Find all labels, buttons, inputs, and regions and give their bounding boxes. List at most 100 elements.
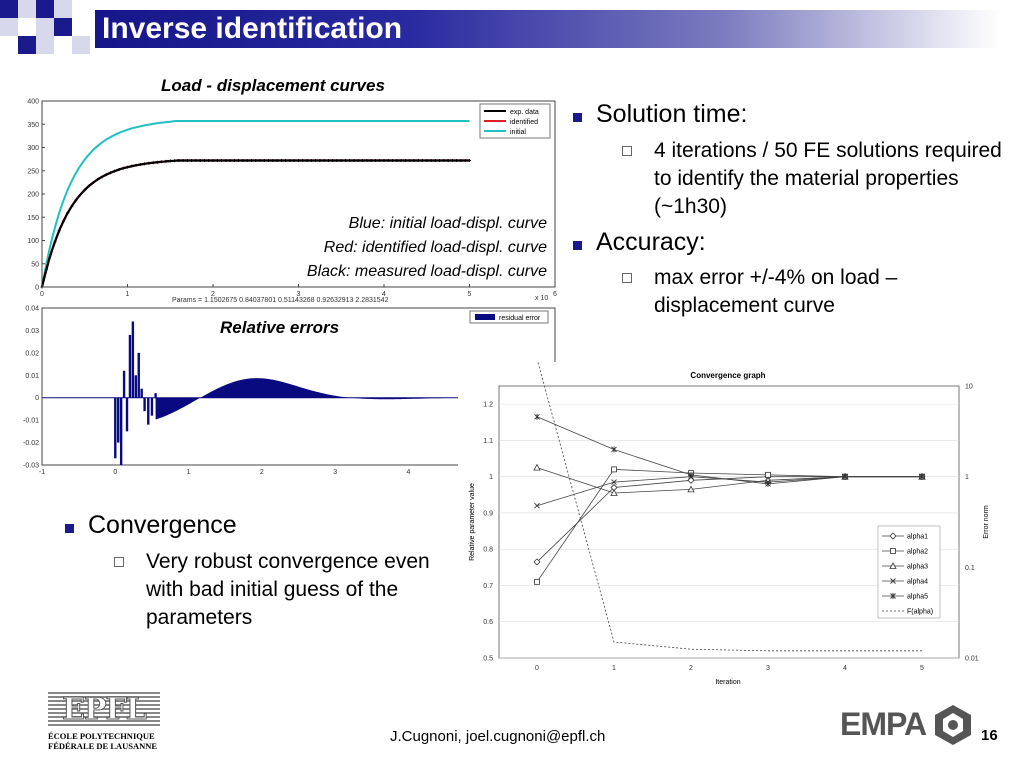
exp-data-point	[249, 159, 253, 163]
exp-data-point	[207, 159, 211, 163]
bullet-marker	[573, 241, 582, 251]
convergence-legend: alpha1 alpha2 alpha3 alpha4 alpha5 F(alpha)	[877, 525, 941, 619]
ld-x-tick: 3	[297, 291, 301, 298]
cv-y-tick: 0.8	[483, 547, 493, 554]
header-square	[36, 0, 54, 18]
accuracy-label: Accuracy:	[596, 228, 706, 256]
convergence-label: Convergence	[88, 511, 237, 539]
empa-emblem-icon	[935, 705, 971, 745]
residual-bar	[114, 397, 117, 459]
exp-data-point	[335, 159, 339, 163]
exp-data-point	[61, 219, 65, 223]
ld-y-tick: 50	[31, 261, 39, 268]
cv-y-tick: 0.9	[483, 510, 493, 517]
ld-y-tick: 200	[27, 192, 39, 199]
marker-triangle	[610, 489, 618, 496]
cv-x-tick: 1	[612, 665, 616, 672]
residual-bar	[140, 388, 143, 398]
cv-x-tick: 3	[766, 665, 770, 672]
exp-data-point	[228, 159, 232, 163]
residual-bar	[147, 397, 150, 425]
load-displacement-chart: 0 50 100 150 200 250 300 350 400 0 1 2 3 4 5 6 exp. dat…	[27, 99, 557, 305]
exp-data-point	[198, 159, 202, 163]
convergence-graph: Convergence graph 0.5 0.6 0.7 0.8 0.9 1 1.1 1.2…	[458, 362, 1008, 692]
exp-data-point	[168, 159, 172, 163]
legend-exp-data: exp. data	[510, 109, 539, 116]
exp-data-point	[352, 159, 356, 163]
accuracy-detail: max error +/-4% on load – displacement c…	[654, 266, 898, 317]
res-y-tick: 0.03	[25, 328, 39, 335]
exp-data-point	[91, 180, 95, 184]
exp-data-point	[151, 161, 155, 165]
exp-data-point	[386, 159, 390, 163]
exp-data-point	[420, 159, 424, 163]
series-falpha	[537, 362, 922, 652]
ld-x-tick: 4	[382, 291, 386, 298]
marker-square	[890, 548, 896, 554]
params-text: Params = 1.1502675 0.84037801 0.51143268…	[172, 297, 389, 304]
exp-data-point	[331, 159, 335, 163]
relative-errors-caption: Relative errors	[220, 318, 340, 337]
empa-logo: EMPA	[840, 704, 975, 746]
residual-bar	[150, 397, 154, 416]
ld-x-tick: 0	[40, 291, 44, 298]
epfl-mark: EPFL	[48, 692, 160, 728]
sub-bullet-convergence: Very robust convergence even with bad in…	[114, 548, 439, 632]
exp-data-point	[126, 165, 129, 169]
exp-data-point	[155, 160, 159, 164]
exp-data-point	[408, 159, 412, 163]
exp-data-point	[438, 159, 442, 163]
exp-data-point	[301, 159, 305, 163]
exp-data-point	[220, 159, 224, 163]
exp-data-point	[202, 159, 206, 163]
exp-data-point	[305, 159, 309, 163]
exp-data-point	[100, 175, 104, 179]
exp-data-point	[267, 159, 271, 163]
exp-data-point	[314, 159, 318, 163]
legend-residual: residual error	[499, 315, 541, 322]
marker-triangle	[889, 562, 897, 569]
exp-data-point	[190, 159, 194, 163]
exp-data-point	[339, 159, 343, 163]
res-x-tick: 1	[187, 469, 191, 476]
note-identified: Red: identified load-displ. curve	[323, 239, 547, 256]
exp-data-point	[463, 159, 467, 163]
ld-legend: exp. data identified initial	[479, 103, 551, 139]
header-square	[0, 0, 18, 18]
cv-legend-label: alpha3	[907, 564, 928, 571]
exp-data-point	[455, 159, 459, 163]
exp-data-point	[365, 159, 369, 163]
marker-star	[842, 473, 848, 480]
exp-data-point	[318, 159, 322, 163]
exp-data-point	[322, 159, 326, 163]
ld-y-tick: 100	[27, 238, 39, 245]
exp-data-point	[309, 159, 313, 163]
residual-bar	[137, 352, 140, 398]
cv-legend-label: alpha1	[907, 534, 928, 541]
exp-data-point	[185, 159, 189, 163]
marker-square	[534, 578, 540, 585]
cv-y-tick: 1.1	[483, 438, 493, 445]
exp-data-point	[399, 159, 403, 163]
exp-data-point	[395, 159, 399, 163]
cv-y2-tick: 0.01	[965, 656, 979, 663]
solution-time-detail: 4 iterations / 50 FE solutions required …	[654, 139, 1002, 218]
exp-data-point	[130, 164, 134, 168]
exp-data-point	[373, 159, 377, 163]
exp-data-point	[74, 198, 78, 202]
note-measured: Black: measured load-displ. curve	[306, 263, 547, 280]
cv-y2-tick: 1	[965, 474, 969, 481]
marker-star	[688, 471, 694, 478]
sub-bullet-solution-time: 4 iterations / 50 FE solutions required …	[622, 137, 1002, 221]
curve-notes: Blue: initial load-displ. curve Red: ide…	[307, 212, 547, 284]
marker-star	[534, 413, 540, 420]
exp-data-point	[177, 159, 181, 163]
load-curves-caption: Load - displacement curves	[161, 76, 385, 95]
exp-data-point	[425, 159, 429, 163]
exp-data-point	[147, 161, 151, 165]
exp-data-point	[378, 159, 382, 163]
exp-data-point	[361, 159, 365, 163]
exp-data-point	[416, 159, 420, 163]
exp-data-point	[164, 159, 168, 163]
marker-square	[611, 466, 617, 473]
